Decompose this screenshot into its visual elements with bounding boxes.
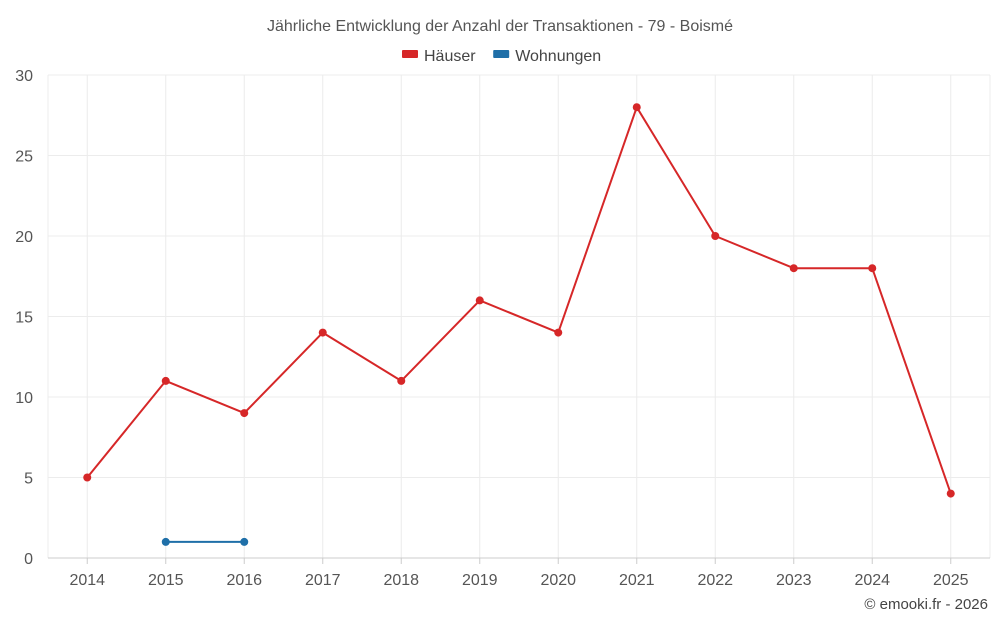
chart-title: Jährliche Entwicklung der Anzahl der Tra… [267,18,733,35]
data-point[interactable] [161,537,170,546]
y-tick-label: 20 [15,229,33,246]
data-point[interactable] [161,376,170,385]
legend-label: Häuser [424,48,476,65]
y-tick-label: 25 [15,149,33,166]
legend: Häuser Wohnungen [402,48,601,65]
legend-swatch [402,50,418,58]
y-tick-label: 15 [15,310,33,327]
y-tick-label: 10 [15,390,33,407]
legend-label: Wohnungen [515,48,601,65]
y-tick-label: 5 [24,471,33,488]
data-point[interactable] [632,103,641,112]
x-tick-label: 2019 [462,572,498,589]
legend-item[interactable]: Wohnungen [493,48,601,65]
x-tick-label: 2025 [933,572,969,589]
data-point[interactable] [475,296,484,305]
data-point[interactable] [318,328,327,337]
data-point[interactable] [240,537,249,546]
y-tick-label: 30 [15,68,33,85]
x-tick-label: 2016 [226,572,262,589]
data-point[interactable] [946,489,955,498]
legend-item[interactable]: Häuser [402,48,476,65]
series-line [86,106,952,494]
x-tick-label: 2022 [697,572,733,589]
data-point[interactable] [789,264,798,273]
data-point[interactable] [868,264,877,273]
data-point[interactable] [240,409,249,418]
x-tick-label: 2014 [69,572,105,589]
y-tick-label: 0 [24,551,33,568]
x-tick-label: 2024 [854,572,890,589]
x-tick-label: 2023 [776,572,812,589]
x-tick-label: 2015 [148,572,184,589]
data-point[interactable] [711,232,720,240]
data-point[interactable] [83,473,92,482]
credit-text: © emooki.fr - 2026 [864,596,988,613]
grid [47,74,991,558]
x-tick-label: 2021 [619,572,655,589]
series-layer [83,103,955,546]
data-point[interactable] [554,328,563,337]
series-haeuser [83,103,955,498]
series-wohnungen [161,537,249,546]
x-tick-label: 2020 [540,572,576,589]
x-tick-label: 2017 [305,572,341,589]
legend-swatch [493,50,510,58]
x-tick-label: 2018 [383,572,419,589]
data-point[interactable] [397,376,406,385]
